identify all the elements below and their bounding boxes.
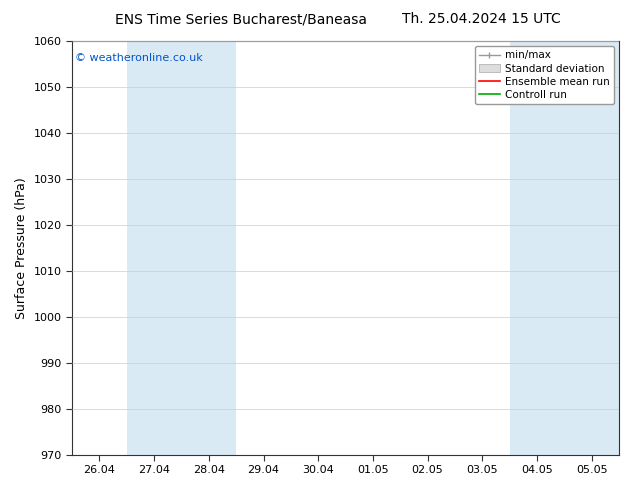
Bar bbox=[510, 41, 619, 455]
Text: Th. 25.04.2024 15 UTC: Th. 25.04.2024 15 UTC bbox=[403, 12, 561, 26]
Text: ENS Time Series Bucharest/Baneasa: ENS Time Series Bucharest/Baneasa bbox=[115, 12, 367, 26]
Y-axis label: Surface Pressure (hPa): Surface Pressure (hPa) bbox=[15, 177, 28, 318]
Text: © weatheronline.co.uk: © weatheronline.co.uk bbox=[75, 53, 203, 64]
Bar bbox=[127, 41, 236, 455]
Legend: min/max, Standard deviation, Ensemble mean run, Controll run: min/max, Standard deviation, Ensemble me… bbox=[475, 46, 614, 104]
